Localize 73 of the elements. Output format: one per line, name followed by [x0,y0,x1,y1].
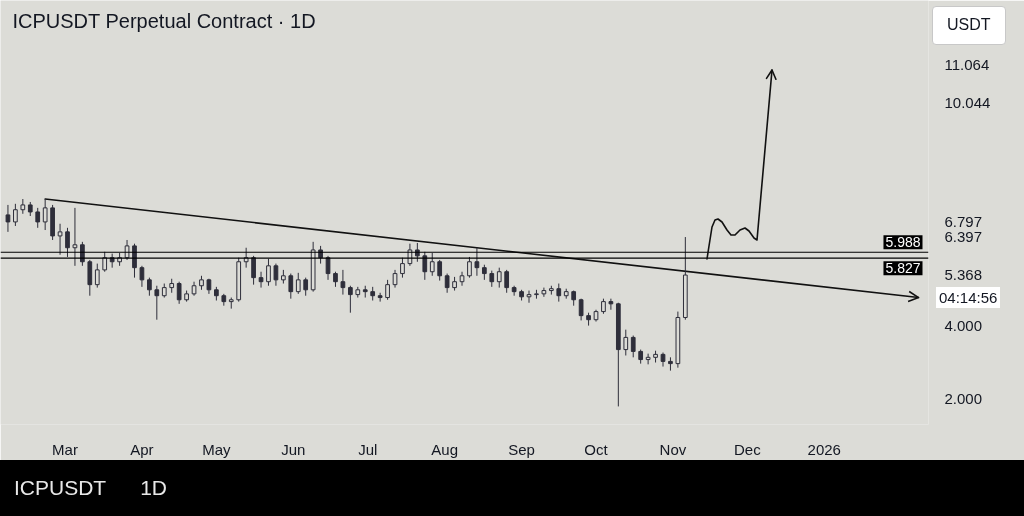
candlestick [258,271,264,289]
x-tick-label: Aug [431,440,459,458]
candlestick [94,263,100,289]
x-tick-label: May [202,440,232,458]
y-tick-label: 2.000 [944,390,983,408]
candlestick [377,292,383,303]
text: ICPUSDT Perpetual Contract · 1D [12,9,316,32]
candlestick [429,252,435,277]
text: 04:14:56 [936,287,1001,309]
candlestick [325,255,331,281]
candlestick [65,227,70,258]
candlestick [526,290,532,304]
candlestick [630,335,636,358]
candlestick [57,223,63,256]
candlestick [266,258,271,287]
candlestick [147,277,152,297]
candlestick [422,251,428,281]
ref-line-label: 5.988 [885,234,921,251]
candlestick [154,285,160,321]
candlestick [295,272,301,295]
y-tick-label: 6.397 [944,228,983,246]
candlestick [288,273,294,300]
candlestick [645,353,651,365]
x-tick-label: Jun [281,440,306,458]
candlestick [623,329,629,356]
candlestick [474,247,480,277]
y-tick-label: 10.044 [944,93,991,111]
x-tick-label: Dec [734,440,762,458]
y-tick-label: 6.797 [944,213,983,231]
y-tick-label: 11.064 [944,55,990,73]
candlestick [139,265,145,288]
candlestick [303,277,309,297]
candlestick [35,207,41,229]
candlestick [42,198,48,231]
candlestick [459,271,465,287]
candlestick [176,281,182,305]
candlestick [444,273,450,294]
candlestick [504,269,510,294]
text: ICPUSDT [14,475,107,501]
y-tick-label: 4.000 [944,316,983,334]
candlestick [102,251,108,273]
x-tick-label: Oct [584,440,609,458]
x-tick-label: 2026 [807,440,841,458]
ref-line-label: 5.827 [885,260,921,277]
candlestick [556,283,562,303]
candlestick [5,204,11,233]
candlestick [437,259,443,282]
candlestick [251,255,256,286]
candlestick [87,259,93,297]
y-tick-label: 5.368 [944,266,983,284]
text: 1D [140,475,168,501]
candlestick [496,267,502,289]
x-tick-label: Sep [508,440,535,458]
x-tick-label: Mar [52,440,78,458]
x-tick-label: Apr [130,440,154,458]
candlestick [348,285,353,314]
candlestick [385,279,390,301]
candlestick [407,243,413,267]
candlestick [467,256,472,279]
candlestick [132,243,137,279]
candlestick [414,242,420,263]
candlestick [72,207,78,267]
candlestick [340,269,346,296]
candlestick [273,263,279,287]
candlestick [400,257,405,279]
candlestick [80,241,85,267]
candlestick [511,285,517,297]
x-tick-label: Nov [659,440,687,458]
candlestick [13,203,18,227]
candlestick [124,239,130,261]
candlestick [608,298,614,311]
text: USDT [932,6,1006,45]
x-tick-label: Jul [358,440,378,458]
